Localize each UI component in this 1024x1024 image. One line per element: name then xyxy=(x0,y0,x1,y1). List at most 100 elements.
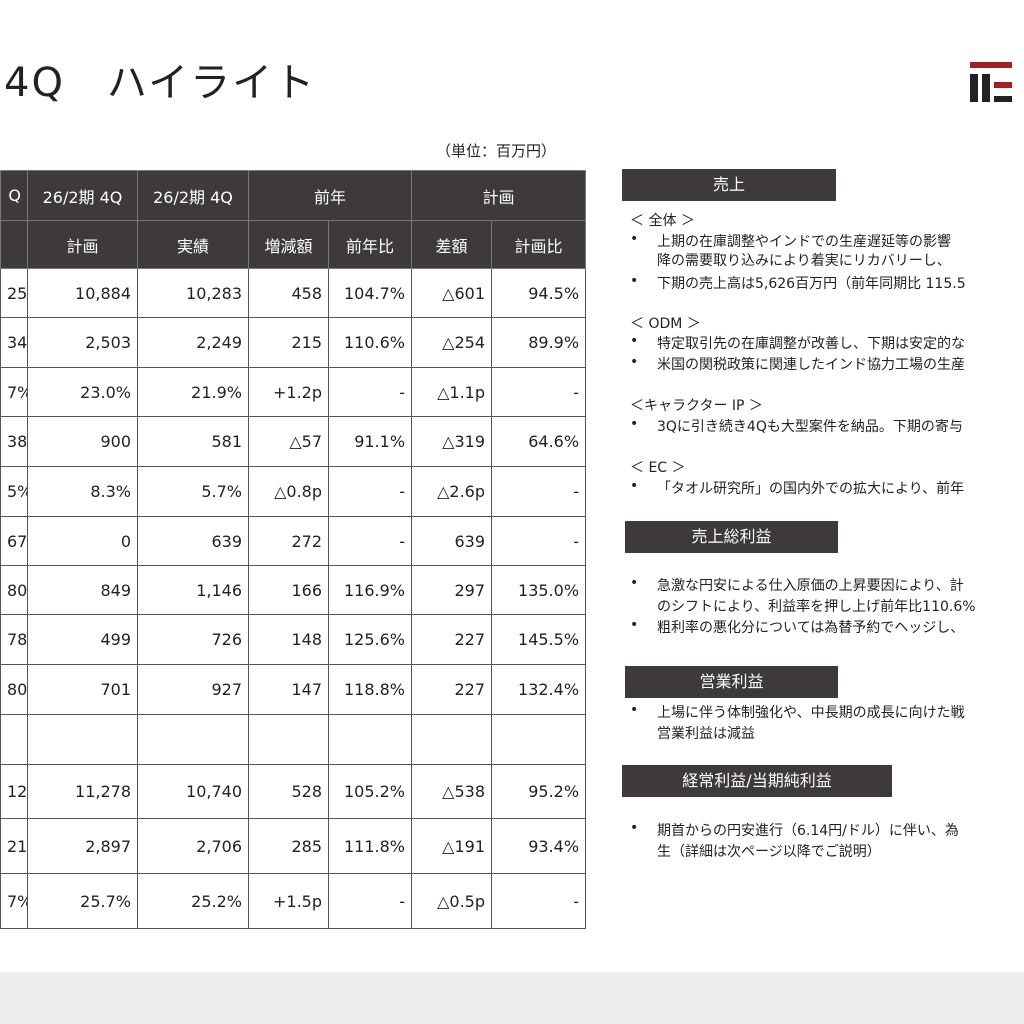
table-cell: 499 xyxy=(27,614,138,665)
bullet-text: 急激な円安による仕入原価の上昇要因により、計 xyxy=(630,575,964,595)
table-cell: 116.9% xyxy=(327,565,413,615)
header-cell: 実績 xyxy=(137,220,249,269)
table-row: 7%23.0%21.9%+1.2p-△1.1p- xyxy=(0,367,587,417)
table-cell: 135.0% xyxy=(491,565,587,615)
table-cell: △254 xyxy=(411,317,493,368)
header-cell: 26/2期 4Q xyxy=(27,170,138,221)
table-cell: 21 xyxy=(0,818,28,874)
table-cell: △0.8p xyxy=(248,466,329,517)
header-cell: 差額 xyxy=(411,220,493,269)
table-cell: 5.7% xyxy=(137,466,249,517)
table-cell: 118.8% xyxy=(327,664,413,715)
bullet-text: 上期の在庫調整やインドでの生産遅延等の影響 xyxy=(630,231,951,251)
table-cell: - xyxy=(491,516,587,566)
table-cell: 12 xyxy=(0,764,28,819)
table-cell: 900 xyxy=(27,416,138,467)
header-row: Q 26/2期 4Q 26/2期 4Q 前年 計画 xyxy=(0,170,587,221)
bullet-text: 期首からの円安進行（6.14円/ドル）に伴い、為 xyxy=(630,820,959,840)
table-cell: 21.9% xyxy=(137,367,249,417)
table-cell: 7% xyxy=(0,367,28,417)
table-cell: 166 xyxy=(248,565,329,615)
table-cell: 67 xyxy=(0,516,28,566)
table-row: 80 849 1,146 166 116.9% 297 135.0% xyxy=(0,565,587,615)
header-row: 計画 実績 増減額 前年比 差額 計画比 xyxy=(0,220,587,269)
logo xyxy=(970,62,1012,102)
table-cell: - xyxy=(491,466,587,517)
header-cell: 計画 xyxy=(411,170,587,221)
table-cell: 93.4% xyxy=(491,818,587,874)
table-cell: 458 xyxy=(248,268,329,318)
table-cell: 2,897 xyxy=(27,818,138,874)
header-cell: Q xyxy=(0,170,28,221)
table-cell: 1,146 xyxy=(137,565,249,615)
table-cell: 148 xyxy=(248,614,329,665)
table-cell: 11,278 xyxy=(27,764,138,819)
table-cell: 80 xyxy=(0,565,28,615)
bullet-text: 特定取引先の在庫調整が改善し、下期は安定的な xyxy=(630,333,965,353)
table-row: 80 701 927 147 118.8% 227 132.4% xyxy=(0,664,587,715)
table-cell: 726 xyxy=(137,614,249,665)
table-cell xyxy=(327,714,413,765)
bullet-text: 降の需要取り込みにより着実にリカバリーし、 xyxy=(657,253,951,269)
header-cell: 増減額 xyxy=(248,220,329,269)
table-cell: 639 xyxy=(137,516,249,566)
table-cell: 7% xyxy=(0,873,28,929)
table-cell: +1.2p xyxy=(248,367,329,417)
table-cell: 95.2% xyxy=(491,764,587,819)
table-cell: △57 xyxy=(248,416,329,467)
header-cell: 計画 xyxy=(27,220,138,269)
table-cell: 528 xyxy=(248,764,329,819)
table-cell: 25.2% xyxy=(137,873,249,929)
table-cell: - xyxy=(327,516,413,566)
table-cell xyxy=(137,714,249,765)
table-cell: 297 xyxy=(411,565,493,615)
bullet-text: 下期の売上高は5,626百万円（前年同期比 115.5 xyxy=(630,273,966,293)
section-heading: 売上 xyxy=(622,169,836,201)
table-cell: +1.5p xyxy=(248,873,329,929)
results-table: Q 26/2期 4Q 26/2期 4Q 前年 計画 計画 実績 増減額 前年比 差額 計画比 25 10… xyxy=(0,170,587,929)
table-cell: △319 xyxy=(411,416,493,467)
table-row: 67 0 639 272-639- xyxy=(0,516,587,566)
title: 4Q ハイライト xyxy=(4,60,317,106)
bullet-text: 「タオル研究所」の国内外での拡大により、前年 xyxy=(630,478,964,498)
header-cell: 26/2期 4Q xyxy=(137,170,249,221)
header-cell: 前年比 xyxy=(327,220,413,269)
table-cell: 2,706 xyxy=(137,818,249,874)
table-cell: 10,740 xyxy=(137,764,249,819)
table-cell: 927 xyxy=(137,664,249,715)
table-cell: - xyxy=(327,873,413,929)
header-cell: 計画比 xyxy=(491,220,587,269)
table-cell: 132.4% xyxy=(491,664,587,715)
table-row: 5%8.3%5.7%△0.8p-△2.6p- xyxy=(0,466,587,517)
table-cell: △0.5p xyxy=(411,873,493,929)
table-cell xyxy=(491,714,587,765)
table-cell: △1.1p xyxy=(411,367,493,417)
table-cell: 38 xyxy=(0,416,28,467)
section-heading: 経常利益/当期純利益 xyxy=(622,765,892,797)
subheading: ＜ 全体 ＞ xyxy=(630,213,695,229)
table-cell: △191 xyxy=(411,818,493,874)
table-row: 12 11,278 10,740 528 105.2% △538 95.2% xyxy=(0,764,587,819)
table-cell xyxy=(411,714,493,765)
table-cell xyxy=(248,714,329,765)
section-heading: 営業利益 xyxy=(625,666,838,698)
table-cell: 111.8% xyxy=(327,818,413,874)
table-cell xyxy=(27,714,138,765)
table-cell: 94.5% xyxy=(491,268,587,318)
subheading: ＜キャラクター IP ＞ xyxy=(630,398,763,414)
table-cell: 145.5% xyxy=(491,614,587,665)
header-cell xyxy=(0,220,28,269)
table-cell: 8.3% xyxy=(27,466,138,517)
bullet-text: のシフトにより、利益率を押し上げ前年比110.6% xyxy=(657,599,976,615)
table-cell: 78 xyxy=(0,614,28,665)
table-cell: 581 xyxy=(137,416,249,467)
table-row: 78 499 726 148 125.6% 227 145.5% xyxy=(0,614,587,665)
table-cell: - xyxy=(327,466,413,517)
table-row: 21 2,897 2,706 285 111.8% △191 93.4% xyxy=(0,818,587,874)
table-cell: 105.2% xyxy=(327,764,413,819)
table-cell: 0 xyxy=(27,516,138,566)
table-cell: 64.6% xyxy=(491,416,587,467)
table-cell: 89.9% xyxy=(491,317,587,368)
table-cell: - xyxy=(327,367,413,417)
